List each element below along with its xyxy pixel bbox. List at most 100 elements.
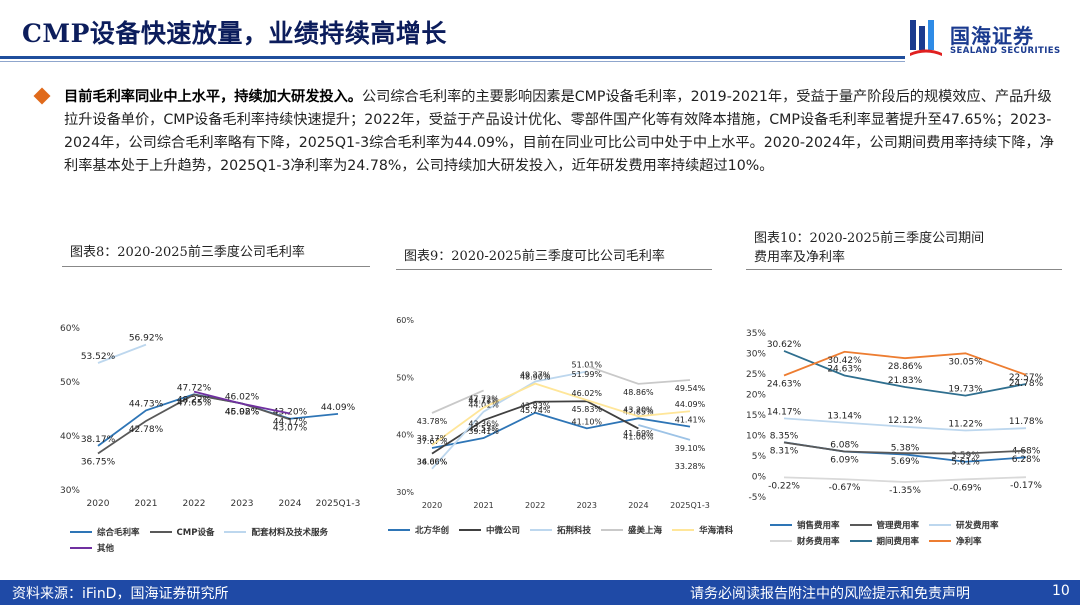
data-label: 36.69% bbox=[417, 458, 448, 467]
legend-item: 拓荆科技 bbox=[530, 522, 591, 538]
legend-label: 拓荆科技 bbox=[557, 526, 592, 536]
sealand-logo-icon bbox=[910, 20, 942, 56]
legend-label: 中微公司 bbox=[486, 526, 521, 536]
legend-label: 净利率 bbox=[956, 537, 982, 547]
series-line bbox=[431, 370, 587, 470]
page-title: CMP设备快速放量，业绩持续高增长 bbox=[22, 19, 447, 48]
page-number: 10 bbox=[1052, 583, 1070, 599]
legend-item: 财务费用率 bbox=[770, 533, 840, 549]
data-label: 5.69% bbox=[891, 457, 920, 467]
data-label: 22.57% bbox=[1009, 373, 1044, 383]
data-label: 51.01% bbox=[572, 361, 603, 370]
data-label: 11.22% bbox=[948, 419, 983, 429]
summary-paragraph: 目前毛利率同业中上水平，持续加大研发投入。公司综合毛利率的主要影响因素是CMP设… bbox=[64, 86, 1054, 178]
data-label: 42.78% bbox=[129, 425, 164, 435]
y-tick-label: 15% bbox=[746, 411, 766, 421]
y-tick-label: 50% bbox=[60, 378, 80, 388]
data-label: -0.17% bbox=[1010, 481, 1042, 491]
data-label: 48.86% bbox=[623, 388, 654, 397]
legend-swatch bbox=[601, 529, 624, 531]
legend-swatch bbox=[459, 529, 482, 531]
legend-item: 北方华创 bbox=[388, 522, 449, 538]
x-tick-label: 2025Q1-3 bbox=[670, 501, 710, 510]
series-line bbox=[431, 389, 484, 414]
data-label: 34.06% bbox=[417, 458, 448, 467]
series-line bbox=[783, 441, 1027, 455]
data-label: 42.85% bbox=[623, 407, 654, 416]
data-label: 49.27% bbox=[520, 371, 551, 380]
data-label: 43.07% bbox=[273, 423, 308, 433]
data-label: 44.73% bbox=[129, 399, 164, 409]
data-label: 5.38% bbox=[891, 443, 920, 453]
legend-label: CMP设备 bbox=[176, 528, 215, 538]
data-label: 13.14% bbox=[827, 412, 862, 422]
chart10-title: 图表10：2020-2025前三季度公司期间 费用率及净利率 bbox=[754, 229, 984, 267]
legend-label: 综合毛利率 bbox=[97, 528, 140, 538]
data-label: 53.52% bbox=[81, 352, 116, 362]
data-label: 47.72% bbox=[468, 394, 499, 403]
legend-label: 盛美上海 bbox=[628, 526, 663, 536]
data-label: 44.09% bbox=[321, 403, 356, 413]
legend-item: 研发费用率 bbox=[929, 517, 999, 533]
legend-swatch bbox=[929, 540, 952, 542]
data-label: 33.28% bbox=[675, 462, 706, 471]
legend-swatch bbox=[70, 547, 92, 549]
data-label: 43.20% bbox=[623, 405, 654, 414]
legend-label: 财务费用率 bbox=[797, 537, 840, 547]
legend-swatch bbox=[770, 524, 792, 526]
y-tick-label: 5% bbox=[752, 452, 767, 462]
data-label: 21.83% bbox=[888, 376, 923, 386]
data-label: -0.22% bbox=[768, 481, 800, 491]
x-tick-label: 2022 bbox=[525, 501, 545, 510]
data-label: 44.09% bbox=[675, 400, 706, 409]
legend-label: 研发费用率 bbox=[956, 521, 999, 531]
series-line bbox=[431, 411, 691, 449]
data-label: 44.01% bbox=[468, 401, 499, 410]
legend-item: 华海清科 bbox=[672, 522, 733, 538]
series-line bbox=[783, 476, 1027, 483]
data-label: 46.02% bbox=[225, 407, 260, 417]
data-label: 38.17% bbox=[81, 435, 116, 445]
footer-source: 资料来源：iFinD，国海证券研究所 bbox=[12, 586, 229, 602]
chart9-title: 图表9：2020-2025前三季度可比公司毛利率 bbox=[404, 249, 665, 264]
legend-item: 其他 bbox=[70, 540, 114, 556]
data-label: 47.72% bbox=[177, 383, 212, 393]
legend-item: 综合毛利率 bbox=[70, 524, 140, 540]
x-tick-label: 2023 bbox=[577, 501, 597, 510]
legend-item: 盛美上海 bbox=[601, 522, 662, 538]
y-tick-label: 30% bbox=[396, 488, 414, 497]
series-line bbox=[586, 365, 691, 385]
legend-swatch bbox=[849, 524, 872, 526]
paragraph-body: 公司综合毛利率的主要影响因素是CMP设备毛利率，2019-2021年，受益于量产… bbox=[64, 89, 1054, 174]
data-label: 6.09% bbox=[830, 456, 859, 466]
legend-swatch bbox=[149, 531, 172, 533]
data-label: 51.99% bbox=[572, 370, 603, 379]
y-tick-label: 40% bbox=[60, 432, 80, 442]
data-label: 30.62% bbox=[767, 340, 802, 350]
title-divider-thin bbox=[0, 61, 905, 62]
chart10-title-line2: 费用率及净利率 bbox=[754, 250, 846, 265]
chart9-legend: 北方华创 中微公司 拓荆科技 盛美上海 华海清科 bbox=[388, 522, 748, 538]
x-tick-label: 2023 bbox=[231, 499, 254, 509]
x-tick-label: 2022 bbox=[183, 499, 206, 509]
chart9-title-rule bbox=[396, 269, 712, 270]
x-tick-label: 2024 bbox=[628, 501, 648, 510]
data-label: 41.06% bbox=[623, 433, 654, 442]
data-label: 56.92% bbox=[129, 334, 164, 344]
data-label: 19.73% bbox=[948, 385, 983, 395]
data-label: 30.05% bbox=[948, 357, 983, 367]
footer-disclaimer: 请务必阅读报告附注中的风险提示和免责声明 bbox=[690, 586, 970, 602]
y-tick-label: -5% bbox=[748, 493, 766, 503]
data-label: 43.78% bbox=[417, 417, 448, 426]
data-label: -1.35% bbox=[889, 486, 921, 496]
data-label: 46.02% bbox=[572, 389, 603, 398]
legend-item: 配套材料及技术服务 bbox=[224, 524, 328, 540]
series-line bbox=[783, 350, 1027, 397]
data-label: 6.08% bbox=[830, 441, 859, 451]
y-tick-label: 0% bbox=[752, 473, 767, 483]
legend-label: 期间费用率 bbox=[876, 537, 920, 547]
legend-item: 中微公司 bbox=[459, 522, 520, 538]
y-tick-label: 35% bbox=[746, 329, 766, 339]
legend-item: 销售费用率 bbox=[770, 517, 840, 533]
title-divider bbox=[0, 56, 905, 59]
